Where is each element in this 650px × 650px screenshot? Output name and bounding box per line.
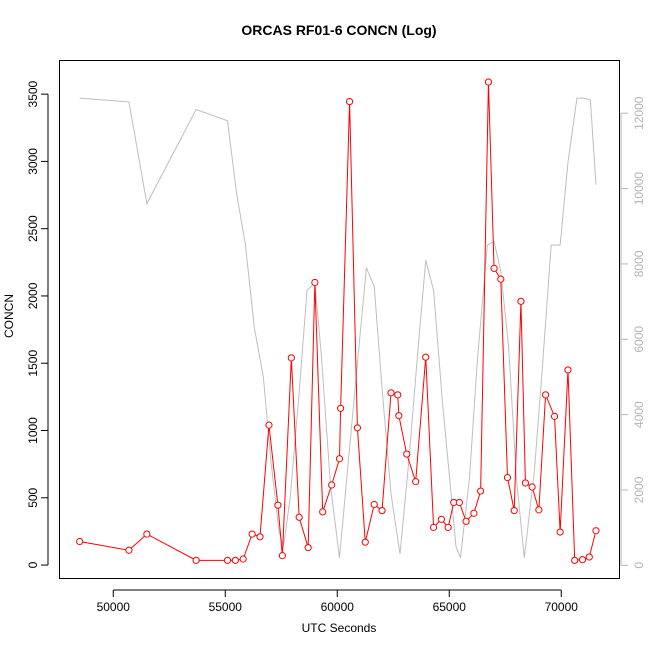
data-point — [585, 553, 593, 561]
data-point — [239, 555, 247, 563]
data-point — [256, 533, 264, 541]
data-point — [311, 278, 319, 287]
data-point — [287, 354, 295, 362]
y-tick-label-right: 12000 — [632, 96, 646, 130]
data-point — [304, 543, 312, 552]
y-tick-label-left: 500 — [26, 487, 40, 507]
data-point — [394, 391, 402, 399]
data-point — [370, 500, 378, 509]
data-point — [387, 389, 395, 397]
y-tick-label-left: 1500 — [26, 350, 40, 377]
data-point — [319, 508, 327, 516]
data-point — [223, 556, 232, 564]
data-point — [125, 546, 133, 554]
data-point — [412, 478, 420, 486]
data-point — [422, 353, 430, 361]
y-tick-label-right: 8000 — [632, 250, 646, 277]
data-point — [503, 473, 512, 482]
x-axis: 50000 55000 60000 65000 70000 — [97, 589, 579, 614]
data-point — [328, 481, 336, 489]
data-point — [517, 297, 525, 305]
data-point — [477, 487, 485, 495]
data-point — [395, 412, 403, 420]
data-point — [335, 455, 344, 463]
data-point — [353, 424, 362, 432]
data-point — [143, 530, 151, 538]
data-point — [429, 523, 438, 531]
data-point — [278, 552, 286, 560]
data-point — [455, 498, 463, 507]
y-tick-label-left: 1000 — [26, 417, 40, 444]
y-tick-label-right: 6000 — [632, 326, 646, 353]
data-point — [444, 523, 452, 531]
data-point — [345, 97, 354, 106]
x-axis-title: UTC Seconds — [302, 621, 377, 635]
data-point — [528, 483, 536, 491]
data-point — [248, 530, 256, 538]
y-tick-label-left: 3500 — [26, 80, 40, 107]
data-point — [535, 506, 543, 514]
data-point — [490, 264, 498, 272]
data-point — [462, 517, 470, 525]
data-point — [592, 527, 600, 535]
plot-frame — [59, 60, 620, 579]
data-point — [497, 275, 505, 283]
data-point — [265, 421, 273, 429]
y-tick-label-left: 0 — [26, 561, 40, 568]
data-point — [578, 556, 587, 564]
data-point — [521, 479, 530, 487]
y-tick-label-right: 0 — [632, 562, 646, 569]
y-axis-title: CONCN — [2, 294, 16, 338]
data-point — [437, 515, 446, 523]
y-tick-label-right: 4000 — [632, 401, 646, 428]
data-point — [541, 391, 550, 399]
data-point — [510, 506, 518, 515]
x-tick-label: 60000 — [321, 600, 355, 614]
x-tick-label: 50000 — [97, 600, 131, 614]
data-point — [571, 556, 579, 564]
y-tick-label-left: 2500 — [26, 215, 40, 242]
data-point — [550, 412, 559, 420]
data-point — [295, 513, 303, 521]
data-point — [484, 78, 493, 86]
data-point — [556, 528, 564, 536]
data-point — [231, 556, 239, 564]
y-tick-label-left: 2000 — [26, 282, 40, 309]
secondary-series — [79, 97, 597, 558]
series-line-left — [79, 82, 597, 561]
chart-title: ORCAS RF01-6 CONCN (Log) — [241, 22, 436, 38]
x-tick-label: 55000 — [209, 600, 243, 614]
y-tick-label-right: 2000 — [632, 476, 646, 503]
x-tick-label: 70000 — [545, 600, 579, 614]
data-point — [361, 538, 369, 546]
y-axis-right: 0 2000 4000 6000 8000 10000 12000 — [620, 96, 646, 569]
y-tick-label-right: 10000 — [632, 172, 646, 206]
y-axis-left: 0 500 1000 1500 2000 2500 3000 3500 — [26, 80, 49, 568]
data-point — [564, 366, 572, 374]
series-line-right — [79, 97, 597, 558]
x-tick-label: 65000 — [433, 600, 467, 614]
data-point — [76, 537, 84, 546]
data-point — [378, 506, 386, 515]
data-point — [192, 556, 200, 564]
data-point — [274, 501, 282, 509]
primary-series — [76, 78, 600, 564]
data-point — [470, 509, 478, 517]
data-point — [337, 404, 345, 412]
y-tick-label-left: 3000 — [26, 148, 40, 175]
data-point — [403, 450, 411, 458]
